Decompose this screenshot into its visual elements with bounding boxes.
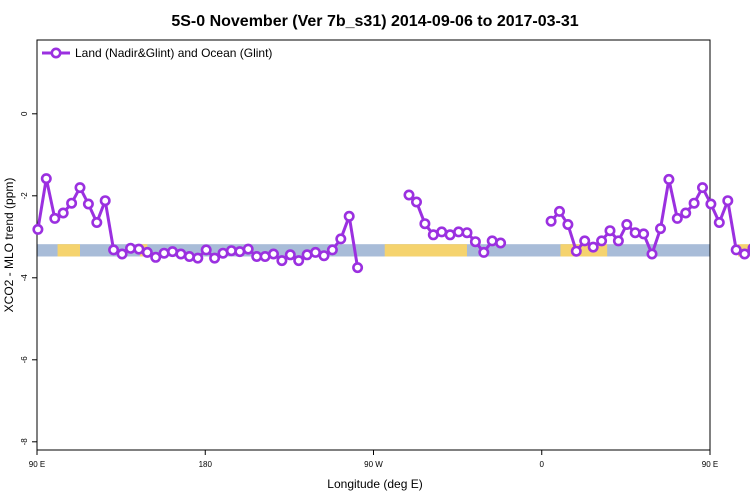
data-point [66, 197, 78, 209]
data-point [638, 228, 650, 240]
data-point [335, 233, 347, 245]
chart-title: 5S-0 November (Ver 7b_s31) 2014-09-06 to… [171, 13, 578, 30]
data-point [116, 248, 128, 260]
data-point [587, 241, 599, 253]
data-point [192, 252, 204, 264]
data-point [150, 251, 162, 263]
data-point [696, 182, 708, 194]
data-point [82, 198, 94, 210]
data-point [32, 223, 44, 235]
data-point [654, 223, 666, 235]
data-point [200, 244, 212, 256]
x-tick-label: 90 E [702, 460, 718, 469]
legend: Land (Nadir&Glint) and Ocean (Glint) [42, 46, 272, 60]
data-point [453, 226, 465, 238]
x-tick-label: 90 E [29, 460, 45, 469]
x-axis-label: Longitude (deg E) [327, 477, 422, 491]
y-tick-label: -6 [20, 356, 29, 364]
legend-marker [50, 47, 62, 59]
data-point [352, 262, 364, 274]
y-tick-label: -8 [20, 438, 29, 446]
data-point [461, 227, 473, 239]
data-point [49, 212, 61, 224]
data-point [209, 252, 221, 264]
data-point [403, 189, 415, 201]
data-point [108, 244, 120, 256]
y-tick-label: -2 [20, 192, 29, 200]
y-axis-label: XCO2 - MLO trend (ppm) [2, 178, 16, 313]
data-point [495, 237, 507, 249]
data-point [671, 212, 683, 224]
data-point [125, 242, 137, 254]
data-point [284, 249, 296, 261]
data-point [739, 248, 750, 260]
data-point [545, 215, 557, 227]
data-point [419, 218, 431, 230]
data-point [705, 198, 717, 210]
data-point [183, 251, 195, 263]
data-point [410, 196, 422, 208]
data-point [267, 248, 279, 260]
x-tick-label: 0 [540, 460, 545, 469]
data-point [469, 236, 481, 248]
data-point [343, 210, 355, 222]
data-point [663, 173, 675, 185]
data-point [91, 217, 103, 229]
data-point [158, 247, 170, 259]
land-band-2 [384, 244, 467, 257]
data-point [553, 205, 565, 217]
data-point [309, 246, 321, 258]
data-point [612, 235, 624, 247]
legend-label: Land (Nadir&Glint) and Ocean (Glint) [75, 46, 272, 60]
data-point [40, 173, 52, 185]
y-tick-label: 0 [20, 111, 29, 116]
land-band-0 [57, 244, 80, 257]
series-layer [32, 173, 750, 274]
data-point [486, 235, 498, 247]
data-point [225, 245, 237, 257]
data-point [629, 227, 641, 239]
data-point [318, 250, 330, 262]
data-point [141, 246, 153, 258]
data-point [242, 243, 254, 255]
data-point [99, 195, 111, 207]
x-tick-label: 180 [199, 460, 213, 469]
data-point [74, 182, 86, 194]
data-point [596, 235, 608, 247]
data-point [276, 255, 288, 267]
data-point [604, 225, 616, 237]
data-point [722, 195, 734, 207]
x-axis-ticks: 90 E 180 90 W 0 90 E [29, 450, 718, 469]
y-tick-label: -4 [20, 274, 29, 282]
data-point [478, 246, 490, 258]
data-point [680, 207, 692, 219]
data-point [57, 207, 69, 219]
data-point [444, 229, 456, 241]
data-point [562, 219, 574, 231]
y-axis-ticks: 0 -2 -4 -6 -8 [20, 111, 37, 445]
data-point [688, 197, 700, 209]
x-tick-label: 90 W [364, 460, 383, 469]
data-point [621, 219, 633, 231]
data-point [646, 248, 658, 260]
data-point [579, 235, 591, 247]
data-point [713, 217, 725, 229]
data-point [730, 244, 742, 256]
data-point [175, 248, 187, 260]
data-point [293, 255, 305, 267]
data-point [570, 245, 582, 257]
data-point [326, 244, 338, 256]
